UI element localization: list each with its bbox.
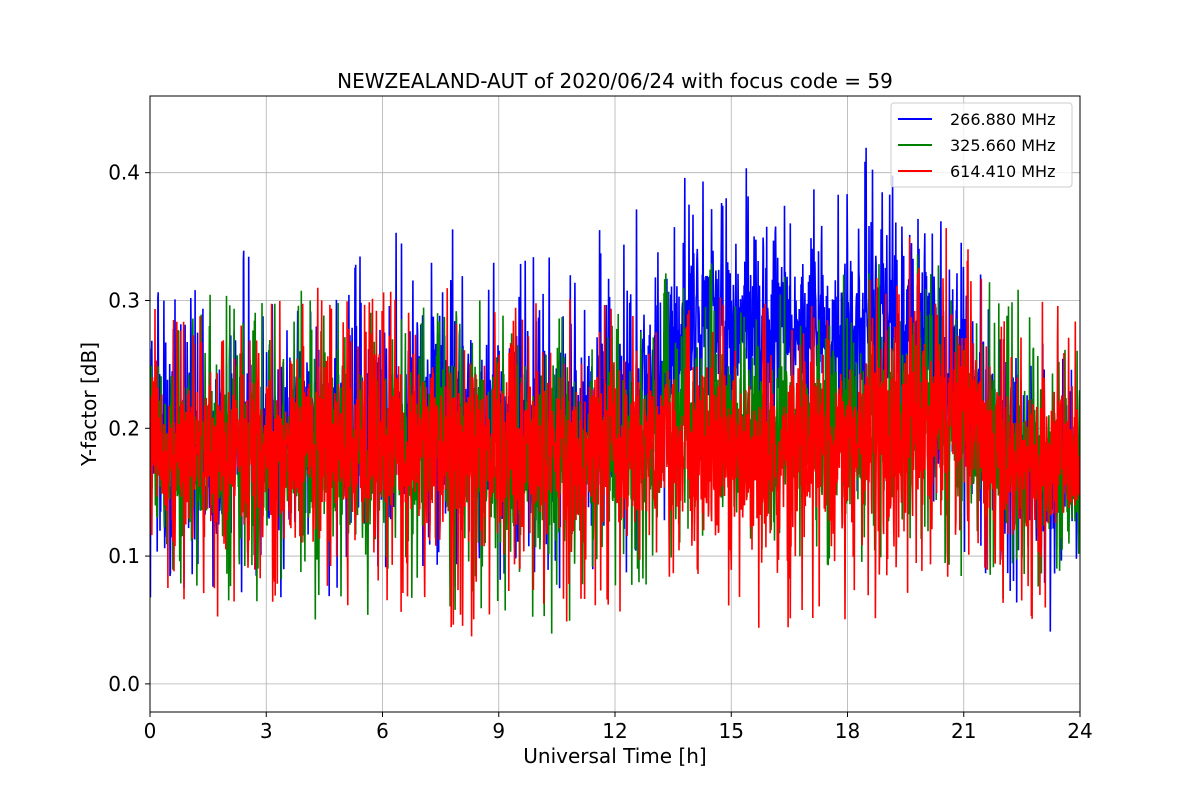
series-layer	[150, 147, 1080, 637]
x-axis-label: Universal Time [h]	[523, 744, 706, 768]
x-tick-label: 21	[951, 719, 976, 743]
legend: 266.880 MHz 325.660 MHz 614.410 MHz	[890, 102, 1073, 188]
chart-title: NEWZEALAND-AUT of 2020/06/24 with focus …	[337, 69, 893, 93]
legend-label-series-2: 325.660 MHz	[950, 136, 1055, 155]
legend-box	[890, 102, 1073, 188]
x-tick-label: 9	[492, 719, 505, 743]
legend-label-series-1: 266.880 MHz	[950, 110, 1055, 129]
y-tick-label: 0.4	[108, 161, 140, 185]
y-tick-label: 0.1	[108, 544, 140, 568]
y-tick-label: 0.0	[108, 672, 140, 696]
y-tick-label: 0.2	[108, 416, 140, 440]
series-line-3	[150, 228, 1080, 637]
axis-ticks: 0 3 6 9 12 15 18 21 24 0.0 0.1 0.2 0.3 0.4	[108, 161, 1093, 743]
x-tick-label: 3	[260, 719, 273, 743]
x-tick-label: 6	[376, 719, 389, 743]
legend-label-series-3: 614.410 MHz	[950, 162, 1055, 181]
x-tick-label: 0	[144, 719, 157, 743]
y-tick-label: 0.3	[108, 288, 140, 312]
y-axis-label: Y-factor [dB]	[77, 342, 101, 467]
x-tick-label: 15	[719, 719, 744, 743]
x-tick-label: 12	[602, 719, 627, 743]
x-tick-label: 18	[835, 719, 860, 743]
x-tick-label: 24	[1067, 719, 1092, 743]
